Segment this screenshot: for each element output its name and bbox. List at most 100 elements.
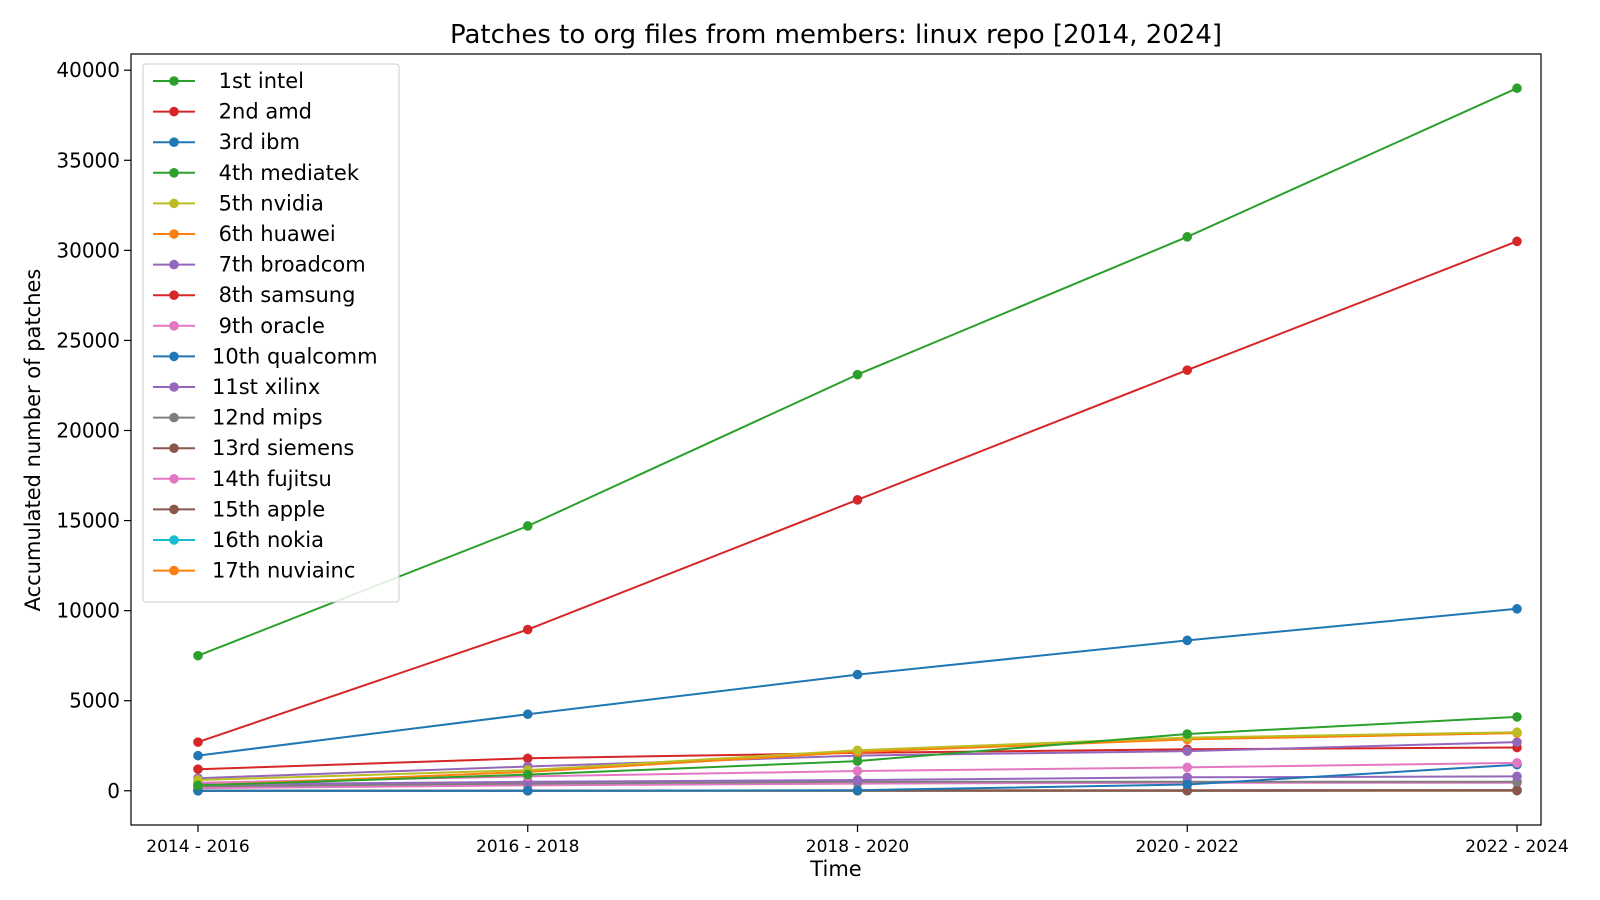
legend-marker — [169, 504, 179, 515]
data-point — [852, 369, 863, 380]
series-0 — [193, 83, 1522, 661]
data-point — [852, 766, 863, 776]
series-2 — [193, 604, 1522, 761]
x-tick-label: 2014 - 2016 — [146, 837, 249, 857]
data-point — [193, 737, 203, 747]
y-axis-label: Accumulated number of patches — [21, 269, 45, 612]
legend-marker — [169, 321, 179, 331]
legend-entry: 5th nvidia — [153, 191, 324, 215]
legend-marker — [169, 535, 179, 545]
legend-label: 17th nuviainc — [212, 559, 355, 583]
legend-marker — [169, 474, 179, 484]
y-tick-label: 30000 — [56, 238, 120, 262]
legend-label: 13rd siemens — [212, 436, 354, 460]
data-point — [1512, 83, 1522, 94]
y-tick-label: 5000 — [69, 689, 120, 713]
legend-label: 7th broadcom — [212, 253, 366, 277]
legend-entry: 17th nuviainc — [153, 559, 355, 583]
y-axis: 0 5000 10000 15000 20000 25000 30000 35000 40000 — [56, 58, 131, 803]
legend-entry: 16th nokia — [153, 528, 324, 552]
data-point — [193, 650, 203, 661]
legend-entry: 6th huawei — [153, 222, 336, 246]
legend-entry: 13rd siemens — [153, 436, 354, 460]
legend-entry: 10th qualcomm — [153, 344, 378, 368]
x-tick-label: 2018 - 2020 — [806, 837, 909, 857]
y-tick-label: 0 — [107, 779, 120, 803]
legend-label: 14th fujitsu — [212, 467, 332, 491]
data-point — [193, 780, 203, 791]
data-point — [522, 709, 533, 720]
data-point — [1182, 746, 1193, 756]
y-tick-label: 20000 — [56, 418, 120, 442]
data-point — [193, 764, 203, 774]
legend-entry: 14th fujitsu — [153, 467, 332, 491]
data-point — [1512, 737, 1522, 747]
legend-label: 1st intel — [212, 69, 304, 93]
data-point — [852, 495, 863, 505]
data-point — [522, 785, 533, 796]
data-point — [193, 750, 203, 761]
legend-marker — [169, 106, 179, 117]
legend-label: 4th mediatek — [212, 161, 360, 185]
legend-marker — [169, 412, 179, 423]
legend-label: 16th nokia — [212, 528, 324, 552]
legend-entry: 8th samsung — [153, 283, 355, 307]
data-point — [1182, 365, 1193, 375]
legend-marker — [169, 259, 179, 270]
legend-label: 5th nvidia — [212, 191, 324, 215]
legend-label: 12nd mips — [212, 406, 323, 430]
x-axis-label: Time — [809, 857, 861, 881]
y-tick-label: 25000 — [56, 328, 120, 352]
x-tick-label: 2022 - 2024 — [1465, 837, 1568, 857]
data-point — [1182, 729, 1193, 739]
legend-label: 8th samsung — [212, 283, 355, 307]
data-point — [522, 769, 533, 780]
legend-entry: 9th oracle — [153, 314, 325, 338]
legend-entry: 1st intel — [153, 69, 304, 93]
legend-entry: 3rd ibm — [153, 130, 300, 154]
data-point — [1182, 762, 1193, 773]
legend-label: 9th oracle — [212, 314, 325, 338]
series-line — [197, 607, 1518, 757]
legend-entry: 2nd amd — [153, 100, 312, 124]
legend-marker — [169, 443, 179, 454]
legend-label: 3rd ibm — [212, 130, 300, 154]
legend-entry: 11st xilinx — [153, 375, 320, 399]
data-point — [1512, 712, 1522, 722]
data-point — [852, 775, 863, 785]
legend: 1st intel 2nd amd 3rd ibm 4th mediatek 5… — [142, 63, 400, 603]
y-tick-label: 10000 — [56, 599, 120, 623]
chart-title: Patches to org files from members: linux… — [450, 20, 1222, 50]
legend-marker — [169, 137, 179, 147]
data-point — [1182, 232, 1193, 242]
legend-marker — [169, 198, 179, 209]
legend-marker — [169, 76, 179, 86]
y-tick-label: 15000 — [56, 509, 120, 533]
data-point — [852, 745, 863, 756]
data-point — [1182, 779, 1193, 790]
x-tick-label: 2020 - 2022 — [1136, 837, 1239, 857]
plot-frame — [130, 53, 1542, 826]
legend-entry: 7th broadcom — [153, 253, 366, 277]
legend-label: 15th apple — [212, 497, 325, 521]
series-1 — [193, 236, 1522, 747]
y-tick-label: 40000 — [56, 58, 120, 82]
data-point — [522, 753, 533, 764]
legend-label: 6th huawei — [212, 222, 336, 246]
legend-box — [142, 63, 400, 603]
legend-entry: 15th apple — [153, 497, 325, 521]
data-point — [852, 785, 863, 796]
legend-marker — [169, 168, 179, 178]
series-layer — [193, 83, 1522, 796]
legend-label: 2nd amd — [212, 100, 312, 124]
data-point — [1512, 771, 1522, 782]
data-point — [1182, 635, 1193, 646]
data-point — [1512, 785, 1522, 795]
data-point — [1512, 236, 1522, 247]
data-point — [1182, 772, 1193, 783]
legend-marker — [169, 351, 179, 362]
data-point — [1512, 604, 1522, 614]
legend-entry: 4th mediatek — [153, 161, 360, 185]
legend-label: 11st xilinx — [212, 375, 320, 399]
data-point — [852, 669, 863, 680]
